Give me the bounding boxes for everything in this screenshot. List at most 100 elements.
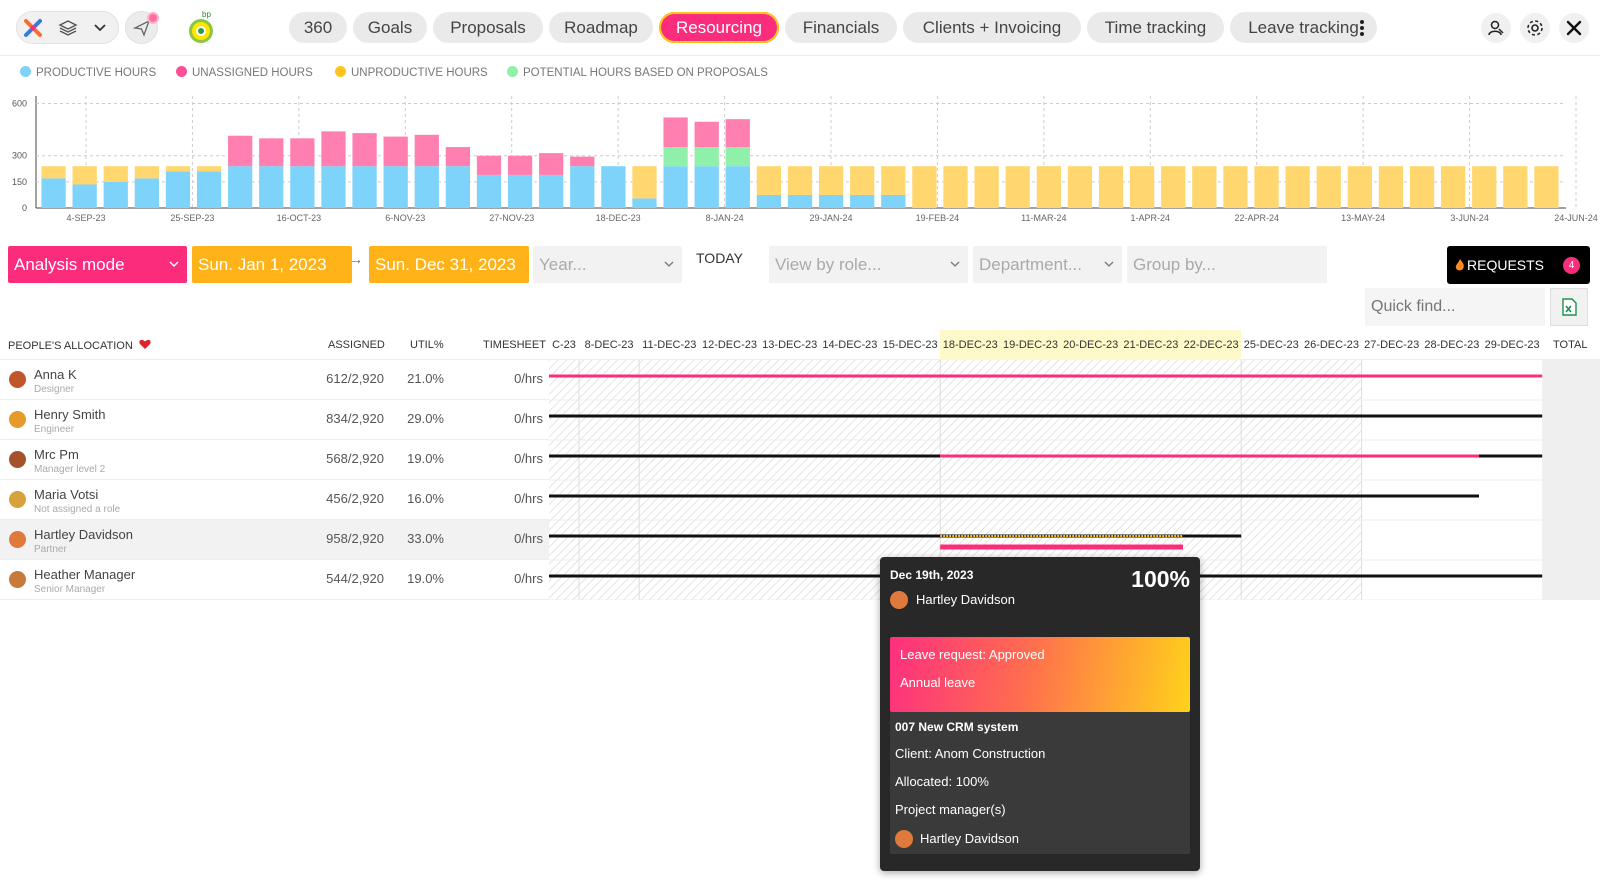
- bar-segment[interactable]: [1192, 166, 1217, 208]
- tab-time-tracking[interactable]: Time tracking: [1087, 12, 1224, 43]
- bar-segment[interactable]: [694, 121, 719, 148]
- header-people[interactable]: PEOPLE'S ALLOCATION: [8, 339, 151, 352]
- bar-segment[interactable]: [41, 166, 66, 179]
- bar-segment[interactable]: [974, 166, 999, 208]
- notifications-button[interactable]: [125, 11, 159, 44]
- date-header[interactable]: 27-DEC-23: [1364, 339, 1420, 351]
- role-dropdown[interactable]: View by role...: [769, 246, 968, 283]
- layers-icon[interactable]: [58, 18, 78, 38]
- bar-segment[interactable]: [1378, 166, 1404, 208]
- avatar[interactable]: [9, 491, 26, 508]
- date-header[interactable]: 12-DEC-23: [701, 339, 757, 351]
- bar-segment[interactable]: [632, 166, 657, 199]
- bar-segment[interactable]: [507, 174, 533, 208]
- bar-segment[interactable]: [1503, 166, 1528, 208]
- avatar[interactable]: [9, 371, 26, 388]
- tab-goals[interactable]: Goals: [353, 12, 427, 43]
- bar-segment[interactable]: [196, 171, 222, 208]
- requests-button[interactable]: REQUESTS 4: [1447, 246, 1590, 284]
- avatar[interactable]: [9, 451, 26, 468]
- bar-segment[interactable]: [881, 194, 906, 208]
- avatar[interactable]: [9, 411, 26, 428]
- group-by-dropdown[interactable]: Group by...: [1127, 246, 1327, 283]
- tab-financials[interactable]: Financials: [785, 12, 897, 43]
- bar-segment[interactable]: [414, 134, 439, 167]
- bar-segment[interactable]: [445, 147, 471, 167]
- bar-segment[interactable]: [1347, 166, 1372, 208]
- bar-segment[interactable]: [725, 147, 750, 167]
- bar-segment[interactable]: [476, 155, 502, 175]
- person-name[interactable]: Heather Manager: [34, 567, 136, 582]
- date-header[interactable]: 19-DEC-23: [1000, 330, 1061, 360]
- bar-segment[interactable]: [787, 194, 813, 208]
- bar-segment[interactable]: [383, 136, 408, 167]
- date-header[interactable]: 29-DEC-23: [1484, 339, 1540, 351]
- bar-segment[interactable]: [943, 166, 968, 208]
- bar-segment[interactable]: [321, 166, 346, 208]
- person-name[interactable]: Maria Votsi: [34, 487, 99, 502]
- legend-unassigned[interactable]: UNASSIGNED HOURS: [176, 66, 313, 79]
- date-header[interactable]: 14-DEC-23: [822, 339, 878, 351]
- bar-segment[interactable]: [290, 166, 315, 208]
- bar-segment[interactable]: [41, 178, 66, 208]
- bar-segment[interactable]: [228, 135, 253, 167]
- tab-resourcing[interactable]: Resourcing: [659, 12, 779, 43]
- end-date-picker[interactable]: Sun. Dec 31, 2023: [369, 246, 529, 283]
- bar-segment[interactable]: [881, 166, 906, 195]
- bar-segment[interactable]: [1129, 166, 1155, 208]
- date-header[interactable]: 26-DEC-23: [1303, 339, 1359, 351]
- date-header[interactable]: 15-DEC-23: [882, 339, 938, 351]
- bar-segment[interactable]: [1534, 166, 1559, 208]
- bar-segment[interactable]: [352, 133, 377, 167]
- bar-segment[interactable]: [570, 166, 595, 208]
- person-name[interactable]: Hartley Davidson: [34, 527, 133, 542]
- legend-productive[interactable]: PRODUCTIVE HOURS: [20, 66, 156, 79]
- legend-unproductive[interactable]: UNPRODUCTIVE HOURS: [335, 66, 488, 79]
- bar-segment[interactable]: [134, 178, 159, 208]
- bar-segment[interactable]: [414, 166, 439, 208]
- bar-segment[interactable]: [787, 166, 813, 195]
- department-dropdown[interactable]: Department...: [973, 246, 1122, 283]
- person-name[interactable]: Mrc Pm: [34, 447, 79, 462]
- bar-segment[interactable]: [259, 166, 284, 208]
- bar-segment[interactable]: [228, 166, 253, 208]
- bar-segment[interactable]: [383, 166, 408, 208]
- date-header[interactable]: 11-DEC-23: [642, 339, 697, 351]
- tab-proposals[interactable]: Proposals: [433, 12, 543, 43]
- bar-segment[interactable]: [103, 166, 128, 182]
- header-util[interactable]: UTIL%: [410, 339, 444, 351]
- bar-segment[interactable]: [570, 156, 595, 167]
- date-header[interactable]: 20-DEC-23: [1060, 330, 1121, 360]
- bar-segment[interactable]: [165, 166, 191, 172]
- bar-segment[interactable]: [539, 153, 564, 175]
- bar-segment[interactable]: [1036, 166, 1061, 208]
- chevron-down-icon[interactable]: [90, 18, 110, 38]
- bar-segment[interactable]: [850, 194, 875, 208]
- header-timesheet[interactable]: TIMESHEET: [483, 339, 546, 351]
- bar-segment[interactable]: [850, 166, 875, 195]
- bar-segment[interactable]: [72, 184, 97, 208]
- bar-segment[interactable]: [352, 166, 377, 208]
- bar-segment[interactable]: [1098, 166, 1124, 208]
- bar-segment[interactable]: [1254, 166, 1279, 208]
- avatar[interactable]: [9, 531, 26, 548]
- tab-leave-tracking[interactable]: Leave tracking: [1230, 12, 1377, 43]
- bar-segment[interactable]: [507, 155, 533, 175]
- user-settings-button[interactable]: [1481, 13, 1511, 43]
- bar-segment[interactable]: [1223, 166, 1248, 208]
- year-dropdown[interactable]: Year...: [533, 246, 682, 283]
- date-header[interactable]: 21-DEC-23: [1120, 330, 1181, 360]
- date-header[interactable]: 22-DEC-23: [1181, 330, 1242, 360]
- bar-segment[interactable]: [290, 138, 315, 167]
- date-header[interactable]: 18-DEC-23: [940, 330, 1001, 360]
- bar-segment[interactable]: [1441, 166, 1466, 208]
- bar-segment[interactable]: [663, 117, 688, 148]
- more-vertical-icon[interactable]: [1356, 14, 1368, 42]
- bar-segment[interactable]: [1067, 166, 1093, 208]
- bar-segment[interactable]: [601, 166, 626, 208]
- quick-find-input[interactable]: [1365, 288, 1545, 326]
- bar-segment[interactable]: [663, 166, 688, 208]
- date-header[interactable]: C-23: [552, 339, 576, 351]
- bar-segment[interactable]: [196, 166, 222, 172]
- person-name[interactable]: Henry Smith: [34, 407, 106, 422]
